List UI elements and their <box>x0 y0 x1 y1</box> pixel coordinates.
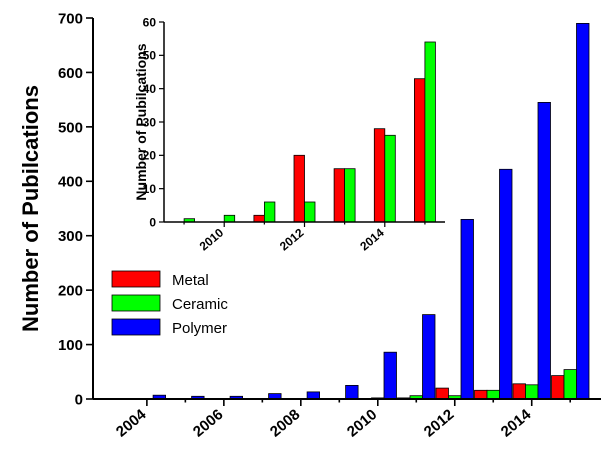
x-tick-label: 2010 <box>197 225 227 253</box>
bar-polymer-2008 <box>306 391 321 400</box>
bar-metal-2012 <box>435 387 449 400</box>
bar-metal-2015 <box>551 375 565 400</box>
legend-label-ceramic: Ceramic <box>172 296 228 313</box>
y-tick-label: 60 <box>143 15 157 29</box>
y-tick-label: 100 <box>58 337 83 354</box>
bar-ceramic-2014 <box>384 134 396 223</box>
inset-chart: 0 10 20 30 40 50 60 2010 2012 2014 Number of Pubil… <box>133 15 445 253</box>
bar-ceramic-2010 <box>223 214 236 223</box>
bar-polymer-2010 <box>383 351 397 400</box>
x-tick-label: 2006 <box>190 406 226 440</box>
y-axis-title: Number of Pubilcations <box>18 85 43 332</box>
x-tick-label: 2004 <box>113 406 150 441</box>
legend-swatch-metal <box>111 270 161 288</box>
legend-label-polymer: Polymer <box>172 320 227 337</box>
bar-polymer-2015 <box>576 22 590 400</box>
bar-metal-2014 <box>373 128 386 223</box>
bar-ceramic-2014 <box>525 384 539 400</box>
bar-ceramic-2013 <box>486 389 500 400</box>
bar-polymer-2012 <box>460 218 474 400</box>
y-tick-label: 0 <box>75 391 83 408</box>
bar-ceramic-2012 <box>304 201 316 223</box>
bar-ceramic-2015 <box>424 41 436 223</box>
y-tick-label: 10 <box>143 182 157 196</box>
bar-metal-2013 <box>333 168 346 223</box>
x-tick-label: 2014 <box>357 225 387 253</box>
bar-polymer-2013 <box>499 168 513 400</box>
y-tick-label: 40 <box>143 82 157 96</box>
bar-polymer-2011 <box>422 314 436 400</box>
legend-swatch-ceramic <box>111 294 161 312</box>
y-tick-label: 600 <box>58 65 83 82</box>
y-tick-label: 0 <box>149 215 156 229</box>
y-axis-title: Number of Pubilcations <box>133 43 149 200</box>
bar-metal-2012 <box>293 154 305 223</box>
legend-swatch-polymer <box>111 318 161 336</box>
bar-polymer-2009 <box>345 384 359 400</box>
bar-ceramic-2013 <box>344 168 356 223</box>
x-tick-label: 2014 <box>498 406 535 441</box>
x-tick-label: 2008 <box>267 406 303 440</box>
y-tick-label: 200 <box>58 283 83 300</box>
bar-ceramic-2015 <box>563 369 577 400</box>
y-tick-label: 300 <box>58 228 83 245</box>
legend-label-metal: Metal <box>172 272 209 289</box>
bar-ceramic-2011 <box>263 201 276 223</box>
y-tick-label: 700 <box>58 10 83 27</box>
bar-metal-2013 <box>474 389 488 400</box>
y-tick-label: 30 <box>143 115 157 129</box>
bar-metal-2014 <box>512 383 526 400</box>
y-tick-label: 400 <box>58 174 83 191</box>
y-tick-label: 500 <box>58 119 83 136</box>
y-tick-label: 20 <box>143 149 157 163</box>
bar-metal-2015 <box>413 78 426 223</box>
x-tick-label: 2012 <box>421 406 457 440</box>
x-tick-label: 2010 <box>344 406 380 440</box>
x-tick-label: 2012 <box>277 225 307 253</box>
y-tick-label: 50 <box>143 49 157 63</box>
bar-polymer-2014 <box>537 102 551 400</box>
bar-metal-2011 <box>253 214 265 223</box>
